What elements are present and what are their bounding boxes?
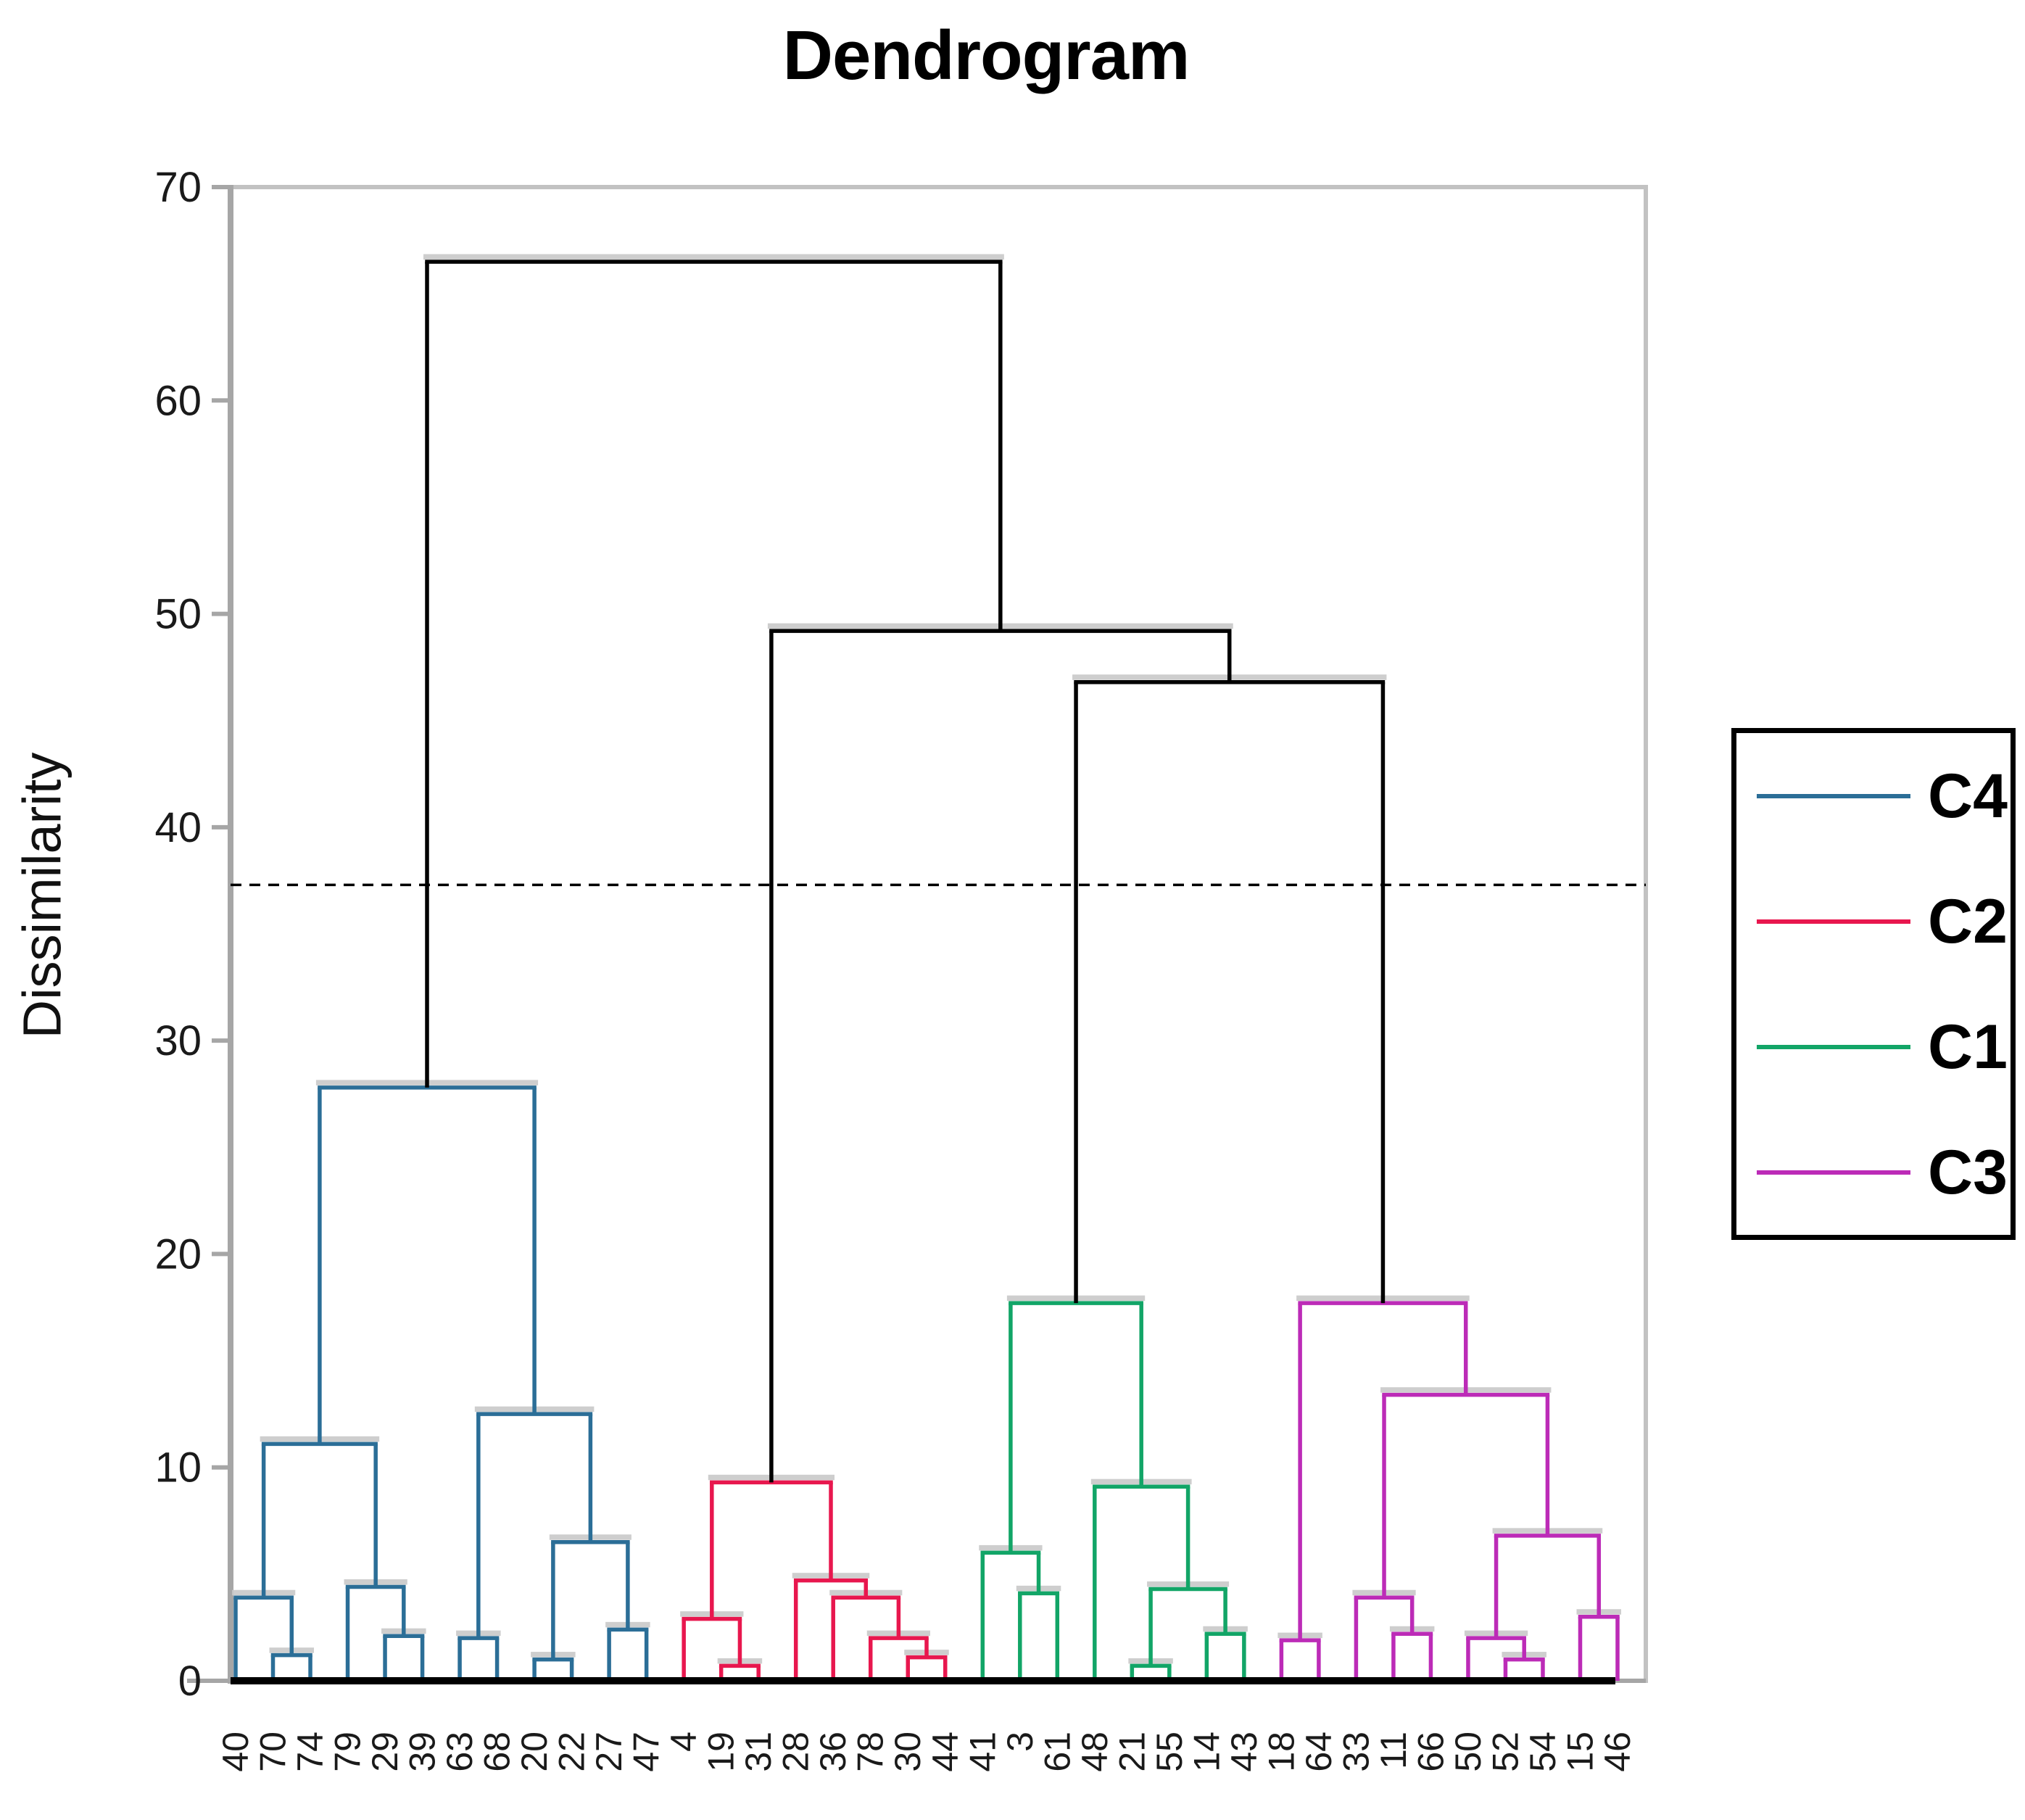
dendrogram-link-black xyxy=(767,623,1233,1483)
x-leaf-label: 4 xyxy=(663,1732,704,1752)
legend-label: C3 xyxy=(1928,1137,2008,1207)
legend-label: C1 xyxy=(1928,1012,2008,1082)
x-leaf-label: 15 xyxy=(1560,1732,1600,1772)
legend-line-icon xyxy=(1757,1044,1910,1049)
dendrogram-link-C3 xyxy=(1492,1528,1603,1639)
x-leaf-label: 14 xyxy=(1186,1732,1227,1772)
x-leaf-label: 27 xyxy=(589,1732,629,1772)
x-leaf-label: 70 xyxy=(253,1732,294,1772)
dendrogram-link-C4 xyxy=(474,1406,595,1639)
dendrogram-link-C4 xyxy=(549,1534,631,1660)
x-leaf-label: 40 xyxy=(215,1732,256,1772)
x-leaf-label: 61 xyxy=(1037,1732,1077,1772)
dendrogram-link-C4 xyxy=(381,1628,426,1681)
x-leaf-label: 47 xyxy=(626,1732,667,1772)
x-leaf-label: 41 xyxy=(962,1732,1003,1772)
y-tick-label: 0 xyxy=(178,1658,202,1705)
y-tick-label: 20 xyxy=(154,1230,202,1278)
dendrogram-link-C3 xyxy=(1389,1626,1435,1681)
x-leaf-label: 79 xyxy=(328,1732,368,1772)
legend-entry-C3: C3 xyxy=(1736,1141,2010,1204)
y-tick-label: 30 xyxy=(154,1017,202,1064)
dendrogram-link-C3 xyxy=(1576,1609,1621,1681)
x-leaf-label: 22 xyxy=(552,1732,592,1772)
x-leaf-label: 29 xyxy=(365,1732,405,1772)
x-leaf-label: 50 xyxy=(1448,1732,1488,1772)
dendrogram-link-C4 xyxy=(605,1621,650,1681)
dendrogram-link-C1 xyxy=(979,1544,1043,1681)
x-leaf-label: 3 xyxy=(1000,1732,1040,1752)
dendrogram-link-C1 xyxy=(1006,1295,1146,1553)
x-leaf-label: 43 xyxy=(1224,1732,1264,1772)
x-leaf-label: 55 xyxy=(1149,1732,1190,1772)
dendrogram-link-C3 xyxy=(1380,1387,1552,1598)
x-leaf-label: 54 xyxy=(1523,1732,1563,1772)
legend-entry-C2: C2 xyxy=(1736,890,2010,953)
dendrogram-link-C2 xyxy=(680,1611,744,1681)
y-tick-label: 10 xyxy=(154,1444,202,1492)
x-leaf-label: 64 xyxy=(1299,1732,1339,1772)
legend-entry-C1: C1 xyxy=(1736,1016,2010,1078)
dendrogram-link-C4 xyxy=(260,1436,380,1598)
legend-label: C2 xyxy=(1928,886,2008,956)
dendrogram-link-C1 xyxy=(1090,1478,1192,1681)
legend-label: C4 xyxy=(1928,761,2008,831)
dendrogram-link-C4 xyxy=(315,1080,539,1444)
x-leaf-label: 28 xyxy=(776,1732,816,1772)
x-leaf-label: 30 xyxy=(887,1732,928,1772)
x-leaf-label: 52 xyxy=(1485,1732,1525,1772)
y-axis-title: Dissimilarity xyxy=(12,752,73,1039)
legend-line-icon xyxy=(1757,919,1910,924)
x-leaf-label: 78 xyxy=(850,1732,891,1772)
x-leaf-label: 68 xyxy=(477,1732,518,1772)
x-leaf-label: 74 xyxy=(290,1732,331,1772)
x-leaf-label: 36 xyxy=(813,1732,853,1772)
x-leaf-label: 19 xyxy=(701,1732,742,1772)
x-leaf-label: 39 xyxy=(402,1732,443,1772)
x-leaf-label: 44 xyxy=(925,1732,966,1772)
y-tick-label: 50 xyxy=(154,591,202,638)
dendrogram-link-C2 xyxy=(708,1474,835,1619)
x-leaf-label: 21 xyxy=(1111,1732,1152,1772)
x-leaf-label: 20 xyxy=(514,1732,555,1772)
y-tick-label: 60 xyxy=(154,377,202,424)
y-tick-label: 70 xyxy=(154,164,202,211)
y-tick-label: 40 xyxy=(154,804,202,851)
dendrogram-link-C4 xyxy=(232,1589,296,1681)
x-leaf-label: 46 xyxy=(1597,1732,1638,1772)
x-leaf-label: 33 xyxy=(1335,1732,1376,1772)
dendrogram-link-black xyxy=(1072,674,1387,1304)
dendrogram-link-C2 xyxy=(792,1573,870,1681)
chart-title: Dendrogram xyxy=(782,17,1190,94)
legend-entry-C4: C4 xyxy=(1736,765,2010,827)
x-leaf-label: 11 xyxy=(1373,1732,1414,1769)
x-leaf-label: 18 xyxy=(1261,1732,1301,1772)
x-leaf-label: 63 xyxy=(439,1732,480,1772)
legend-line-icon xyxy=(1757,793,1910,798)
legend-line-icon xyxy=(1757,1170,1910,1175)
dendrogram-link-C1 xyxy=(1147,1581,1230,1666)
legend-box: C4 C2 C1 C3 xyxy=(1731,728,2016,1240)
dendrogram-link-C1 xyxy=(1016,1585,1061,1681)
dendrogram-link-C1 xyxy=(1203,1626,1248,1681)
x-leaf-label: 66 xyxy=(1410,1732,1451,1772)
link-shadow xyxy=(423,254,1004,260)
x-leaf-label: 31 xyxy=(738,1732,779,1772)
dendrogram-link-black xyxy=(423,254,1004,1088)
x-leaf-label: 48 xyxy=(1074,1732,1115,1772)
